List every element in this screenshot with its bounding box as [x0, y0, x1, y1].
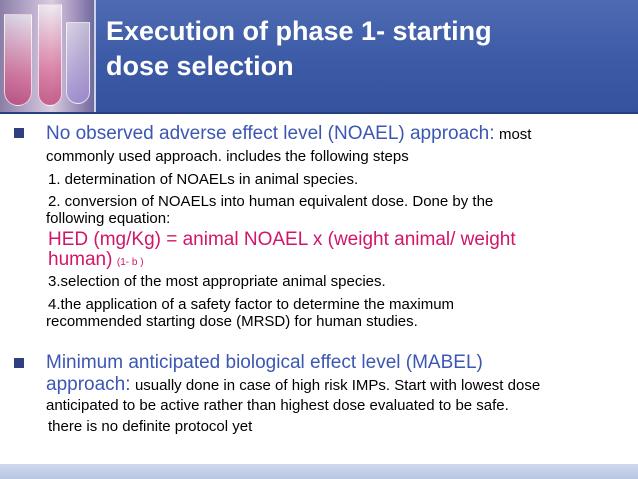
hed-formula-line-2: human) (1- b ): [48, 249, 144, 271]
header-divider: [94, 0, 96, 112]
bullet-square-icon: [14, 128, 24, 138]
flask-shape: [38, 4, 62, 106]
bullet-1-heading: No observed adverse effect level (NOAEL)…: [46, 123, 495, 144]
title-line-2: dose selection: [106, 51, 294, 81]
step-1: 1. determination of NOAELs in animal spe…: [48, 171, 359, 188]
bullet-2-heading-row: approach: usually done in case of high r…: [46, 374, 540, 396]
bullet-1-heading-tail: most: [498, 126, 532, 143]
slide-title: Execution of phase 1- starting dose sele…: [106, 14, 626, 84]
step-4-line-1: 4.the application of a safety factor to …: [48, 296, 455, 313]
bullet-1-line-2: commonly used approach. includes the fol…: [46, 148, 409, 165]
title-line-1: Execution of phase 1- starting: [106, 16, 492, 46]
hed-formula-human: human): [48, 249, 113, 270]
hed-formula-reference: (1- b ): [116, 257, 144, 268]
bullet-1-heading-row: No observed adverse effect level (NOAEL)…: [46, 123, 531, 145]
bullet-2-heading-tail: usually done in case of high risk IMPs. …: [134, 377, 541, 394]
bullet-2-heading-line-1: Minimum anticipated biological effect le…: [46, 352, 483, 373]
footer-bar: [0, 464, 638, 479]
header-band: Execution of phase 1- starting dose sele…: [0, 0, 638, 112]
step-2-line-1: 2. conversion of NOAELs into human equiv…: [48, 193, 494, 210]
header-rule: [0, 112, 638, 114]
bullet-2-line-3: anticipated to be active rather than hig…: [46, 397, 509, 414]
flask-shape: [66, 22, 90, 104]
bullet-2-line-4: there is no definite protocol yet: [48, 418, 253, 435]
bullet-2-heading-line-2: approach:: [46, 374, 131, 395]
step-2-line-2: following equation:: [46, 210, 171, 227]
step-4-line-2: recommended starting dose (MRSD) for hum…: [46, 313, 418, 330]
flask-shape: [4, 14, 32, 106]
lab-flasks-image: [0, 0, 94, 112]
step-3: 3.selection of the most appropriate anim…: [48, 273, 386, 290]
hed-formula-line-1: HED (mg/Kg) = animal NOAEL x (weight ani…: [48, 229, 516, 250]
bullet-square-icon: [14, 358, 24, 368]
